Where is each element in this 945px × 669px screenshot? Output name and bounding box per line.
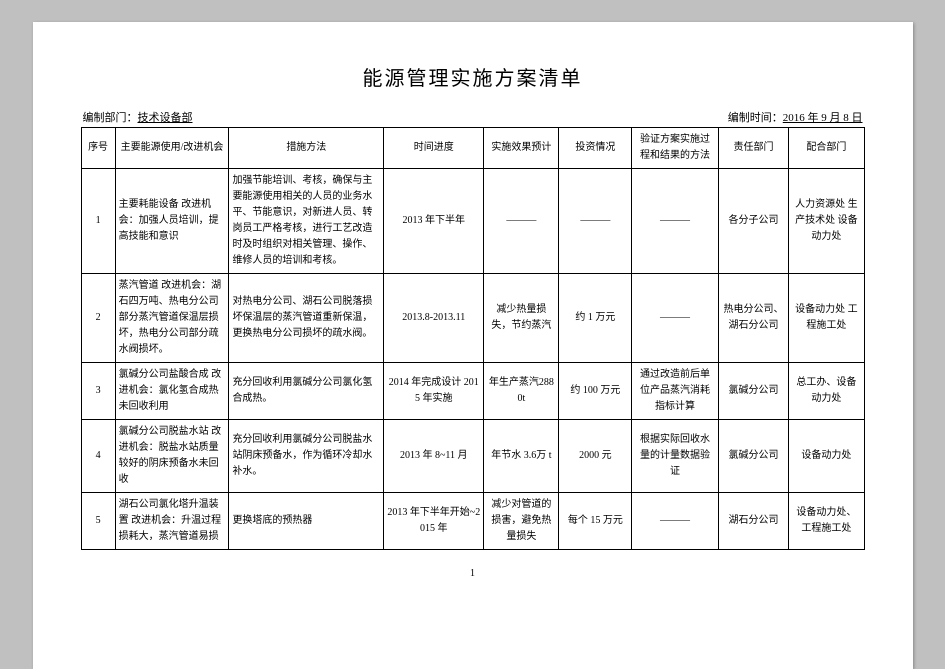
cell-respon: 氯碱分公司 — [718, 363, 789, 420]
cell-effect: 减少热量损失，节约蒸汽 — [484, 274, 559, 363]
cell-subject: 蒸汽管道 改进机会：湖石四万吨、热电分公司部分蒸汽管道保温层损坏，热电分公司部分… — [115, 274, 229, 363]
cell-verify: ——— — [632, 274, 718, 363]
plan-table: 序号 主要能源使用/改进机会 措施方法 时间进度 实施效果预计 投资情况 验证方… — [81, 127, 865, 550]
cell-method: 充分回收利用氯碱分公司氯化氢合成热。 — [229, 363, 384, 420]
cell-verify: 根据实际回收水量的计量数据验证 — [632, 420, 718, 493]
cell-index: 3 — [81, 363, 115, 420]
table-row: 3 氯碱分公司盐酸合成 改进机会：氯化氢合成热未回收利用 充分回收利用氯碱分公司… — [81, 363, 864, 420]
col-header: 验证方案实施过程和结果的方法 — [632, 128, 718, 169]
page-title: 能源管理实施方案清单 — [81, 62, 865, 91]
cell-invest: 2000 元 — [559, 420, 632, 493]
dept-value: 技术设备部 — [138, 112, 193, 124]
page-number: 1 — [81, 568, 865, 579]
cell-effect: ——— — [484, 169, 559, 274]
cell-verify: 通过改造前后单位产品蒸汽消耗指标计算 — [632, 363, 718, 420]
cell-coop: 人力资源处 生产技术处 设备动力处 — [789, 169, 864, 274]
col-header: 配合部门 — [789, 128, 864, 169]
col-header: 责任部门 — [718, 128, 789, 169]
table-row: 4 氯碱分公司脱盐水站 改进机会：脱盐水站质量较好的阴床预备水未回收 充分回收利… — [81, 420, 864, 493]
col-header: 时间进度 — [384, 128, 484, 169]
cell-subject: 主要耗能设备 改进机会：加强人员培训，提高技能和意识 — [115, 169, 229, 274]
table-header-row: 序号 主要能源使用/改进机会 措施方法 时间进度 实施效果预计 投资情况 验证方… — [81, 128, 864, 169]
cell-respon: 各分子公司 — [718, 169, 789, 274]
cell-time: 2013 年 8~11 月 — [384, 420, 484, 493]
cell-verify: ——— — [632, 169, 718, 274]
table-row: 2 蒸汽管道 改进机会：湖石四万吨、热电分公司部分蒸汽管道保温层损坏，热电分公司… — [81, 274, 864, 363]
col-header: 措施方法 — [229, 128, 384, 169]
col-header: 主要能源使用/改进机会 — [115, 128, 229, 169]
cell-verify: ——— — [632, 493, 718, 550]
cell-method: 充分回收利用氯碱分公司脱盐水站阴床预备水，作为循环冷却水补水。 — [229, 420, 384, 493]
time-label: 编制时间： — [728, 112, 783, 124]
dept-meta: 编制部门：技术设备部 — [83, 109, 193, 125]
cell-subject: 氯碱分公司脱盐水站 改进机会：脱盐水站质量较好的阴床预备水未回收 — [115, 420, 229, 493]
cell-subject: 湖石公司氯化塔升温装置 改进机会：升温过程损耗大，蒸汽管道易损 — [115, 493, 229, 550]
cell-effect: 年生产蒸汽2880t — [484, 363, 559, 420]
col-header: 实施效果预计 — [484, 128, 559, 169]
cell-time: 2014 年完成设计 2015 年实施 — [384, 363, 484, 420]
col-header: 序号 — [81, 128, 115, 169]
cell-invest: 每个 15 万元 — [559, 493, 632, 550]
cell-respon: 热电分公司、湖石分公司 — [718, 274, 789, 363]
cell-coop: 设备动力处 工程施工处 — [789, 274, 864, 363]
cell-method: 加强节能培训、考核，确保与主要能源使用相关的人员的业务水平、节能意识，对新进人员… — [229, 169, 384, 274]
cell-index: 1 — [81, 169, 115, 274]
cell-index: 5 — [81, 493, 115, 550]
cell-invest: 约 1 万元 — [559, 274, 632, 363]
meta-row: 编制部门：技术设备部 编制时间：2016 年 9 月 8 日 — [81, 109, 865, 125]
cell-invest: ——— — [559, 169, 632, 274]
table-body: 1 主要耗能设备 改进机会：加强人员培训，提高技能和意识 加强节能培训、考核，确… — [81, 169, 864, 550]
cell-index: 2 — [81, 274, 115, 363]
cell-invest: 约 100 万元 — [559, 363, 632, 420]
cell-respon: 湖石分公司 — [718, 493, 789, 550]
cell-coop: 设备动力处 — [789, 420, 864, 493]
dept-label: 编制部门： — [83, 112, 138, 124]
cell-effect: 减少对管道的损害，避免热量损失 — [484, 493, 559, 550]
cell-subject: 氯碱分公司盐酸合成 改进机会：氯化氢合成热未回收利用 — [115, 363, 229, 420]
cell-coop: 总工办、设备动力处 — [789, 363, 864, 420]
time-value: 2016 年 9 月 8 日 — [783, 112, 863, 124]
time-meta: 编制时间：2016 年 9 月 8 日 — [728, 109, 863, 125]
cell-respon: 氯碱分公司 — [718, 420, 789, 493]
cell-time: 2013 年下半年开始~2015 年 — [384, 493, 484, 550]
col-header: 投资情况 — [559, 128, 632, 169]
cell-effect: 年节水 3.6万 t — [484, 420, 559, 493]
table-row: 5 湖石公司氯化塔升温装置 改进机会：升温过程损耗大，蒸汽管道易损 更换塔底的预… — [81, 493, 864, 550]
cell-time: 2013.8-2013.11 — [384, 274, 484, 363]
cell-coop: 设备动力处、工程施工处 — [789, 493, 864, 550]
table-row: 1 主要耗能设备 改进机会：加强人员培训，提高技能和意识 加强节能培训、考核，确… — [81, 169, 864, 274]
cell-method: 更换塔底的预热器 — [229, 493, 384, 550]
cell-time: 2013 年下半年 — [384, 169, 484, 274]
document-page: 能源管理实施方案清单 编制部门：技术设备部 编制时间：2016 年 9 月 8 … — [33, 22, 913, 669]
cell-index: 4 — [81, 420, 115, 493]
cell-method: 对热电分公司、湖石公司脱落损坏保温层的蒸汽管道重新保温，更换热电分公司损坏的疏水… — [229, 274, 384, 363]
